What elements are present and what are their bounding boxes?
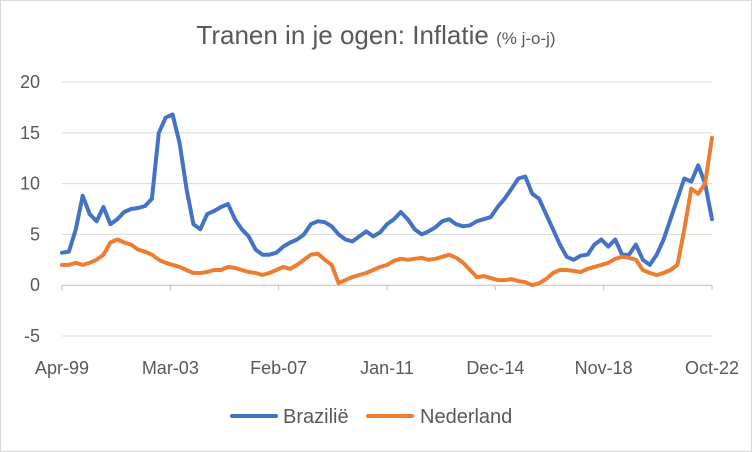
chart-title-main: Tranen in je ogen: Inflatie <box>196 20 489 50</box>
x-tick-label: Jan-11 <box>360 358 414 378</box>
x-tick-label: Oct-22 <box>685 358 739 378</box>
x-axis-ticks: Apr-99 Mar-03 Feb-07 Jan-11 Dec-14 Nov-18 Oct-… <box>35 285 739 378</box>
y-tick-label: 20 <box>20 72 40 92</box>
x-tick-label: Mar-03 <box>142 358 199 378</box>
y-tick-label: 0 <box>30 275 40 295</box>
legend-label: Nederland <box>420 406 512 428</box>
y-tick-label: 15 <box>20 123 40 143</box>
legend: Brazilië Nederland <box>230 406 512 428</box>
y-axis-ticks: 20 15 10 5 0 -5 <box>20 72 40 346</box>
y-tick-label: -5 <box>24 326 40 346</box>
y-tick-label: 10 <box>20 174 40 194</box>
x-tick-label: Dec-14 <box>466 358 524 378</box>
series-line-nederland <box>60 135 714 288</box>
x-tick-label: Apr-99 <box>35 358 89 378</box>
chart-title: Tranen in je ogen: Inflatie (% j-o-j) <box>0 20 752 51</box>
x-tick-label: Feb-07 <box>250 358 307 378</box>
series-line-brazilië <box>60 112 714 267</box>
gridlines <box>62 81 712 337</box>
x-tick-label: Nov-18 <box>575 358 633 378</box>
y-tick-label: 5 <box>30 224 40 244</box>
series-lines <box>60 112 714 288</box>
legend-label: Brazilië <box>283 406 349 428</box>
chart-subtitle: (% j-o-j) <box>496 29 556 48</box>
